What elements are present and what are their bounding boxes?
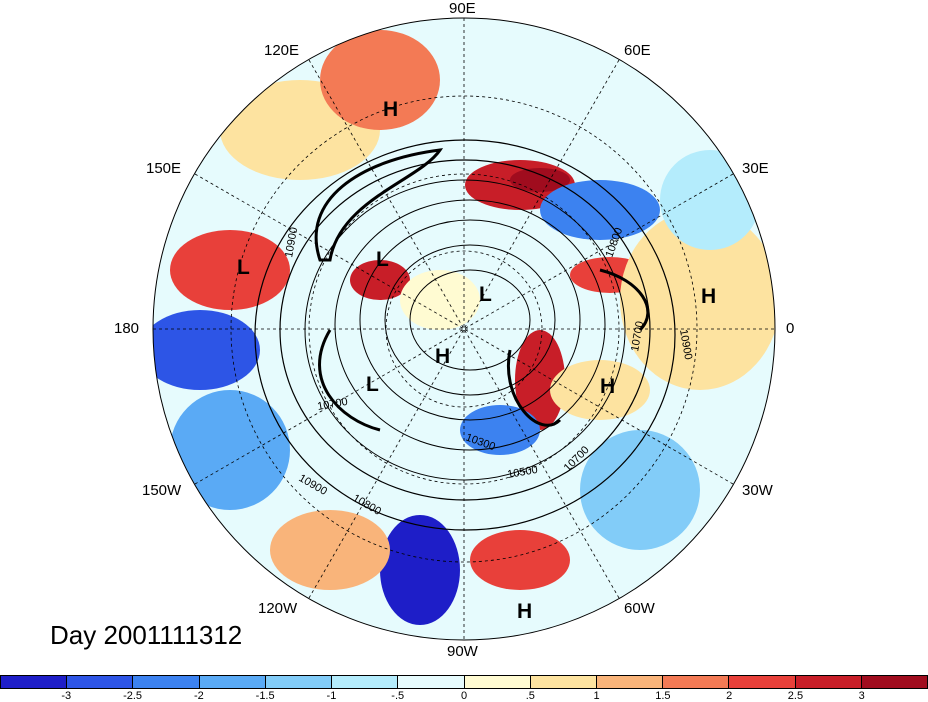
- colorbar-swatch: [199, 676, 266, 688]
- colorbar-swatch: [398, 676, 465, 688]
- colorbar-swatch: [67, 676, 134, 688]
- lon-label-120e: 120E: [264, 42, 300, 59]
- low-pressure-mark: L: [376, 248, 389, 271]
- high-pressure-mark: H: [600, 375, 616, 398]
- colorbar-swatch: [596, 676, 664, 688]
- contour-label: 10700: [316, 396, 348, 413]
- colorbar-swatch: [795, 676, 862, 688]
- lon-label-120w: 120W: [258, 600, 298, 617]
- high-pressure-mark: H: [517, 600, 533, 623]
- colorbar-tick-label: .5: [525, 690, 535, 702]
- contour-label: 10700: [629, 320, 646, 352]
- colorbar-swatch: [332, 676, 399, 688]
- colorbar-tick-label: -2.5: [123, 690, 143, 702]
- lon-label-180: 180: [114, 320, 140, 337]
- low-pressure-mark: L: [479, 283, 492, 306]
- colorbar-swatch: [1, 676, 68, 688]
- lon-label-30w: 30W: [742, 482, 773, 499]
- colorbar-tick-label: -.5: [391, 690, 405, 702]
- polar-map: 10900 10800 10700 10900 10700 10300 1050…: [152, 17, 776, 641]
- lon-label-0: 0: [786, 320, 795, 337]
- colorbar-tick-label: 1: [593, 690, 600, 702]
- colorbar-swatch: [663, 676, 730, 688]
- colorbar-swatch: [530, 676, 597, 688]
- lon-label-60e: 60E: [624, 42, 651, 59]
- lon-label-150e: 150E: [146, 160, 182, 177]
- lon-label-90w: 90W: [447, 643, 478, 660]
- colorbar-tick-label: -2: [193, 690, 204, 702]
- contour-label: 10900: [283, 226, 300, 258]
- colorbar-tick-label: 2: [726, 690, 733, 702]
- lon-label-60w: 60W: [624, 600, 655, 617]
- graticule: [153, 18, 775, 640]
- colorbar-swatch: [861, 676, 928, 688]
- high-pressure-mark: H: [383, 98, 399, 121]
- colorbar-tick-label: 1.5: [655, 690, 671, 702]
- colorbar-swatch: [265, 676, 333, 688]
- contour-label: 10500: [506, 464, 538, 481]
- colorbar-tick-label: -3: [61, 690, 72, 702]
- lon-label-150w: 150W: [142, 482, 182, 499]
- colorbar-tick-label: -1: [326, 690, 337, 702]
- high-pressure-mark: H: [435, 345, 451, 368]
- colorbar-swatch: [133, 676, 200, 688]
- date-title: Day 2001111312: [50, 620, 243, 650]
- colorbar-swatch: [464, 676, 531, 688]
- colorbar-tick-label: 3: [858, 690, 865, 702]
- colorbar-tick-label: -1.5: [255, 690, 275, 702]
- colorbar-swatch: [729, 676, 796, 688]
- colorbar: [0, 675, 928, 689]
- low-pressure-mark: L: [366, 373, 379, 396]
- high-pressure-mark: H: [701, 285, 717, 308]
- height-contours: [254, 139, 676, 531]
- colorbar-tick-label: 0: [460, 690, 468, 702]
- low-pressure-mark: L: [237, 256, 250, 279]
- colorbar-tick-label: 2.5: [787, 690, 804, 702]
- lon-label-30e: 30E: [742, 160, 769, 177]
- lon-label-90e: 90E: [449, 0, 476, 17]
- contour-label: 10900: [677, 328, 694, 360]
